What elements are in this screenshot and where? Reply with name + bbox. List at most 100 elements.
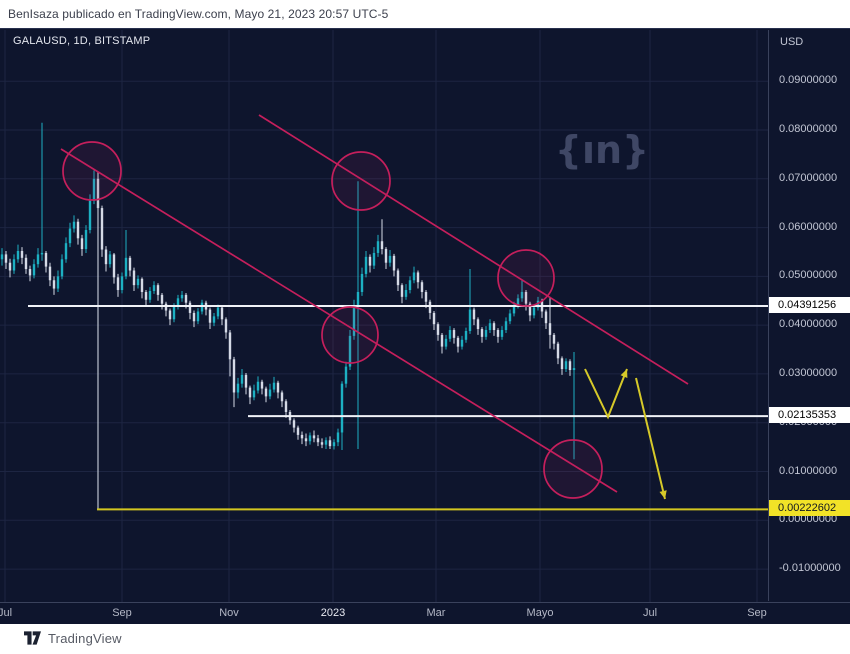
candle-body	[468, 309, 472, 332]
trendline-drawing[interactable]	[258, 114, 689, 385]
time-axis-label: Sep	[747, 607, 767, 619]
candle-body	[12, 259, 16, 271]
trendline-drawing[interactable]	[60, 148, 618, 493]
candle-body	[112, 254, 116, 278]
candle-body	[260, 381, 264, 389]
candle-body	[164, 303, 168, 311]
candle-body	[256, 381, 260, 391]
price-tick-label: 0.09000000	[779, 74, 838, 87]
candle-body	[24, 257, 28, 270]
candle-body	[148, 290, 152, 300]
time-axis-label: Mar	[426, 607, 446, 619]
candle-body	[428, 301, 432, 313]
candle-body	[500, 330, 504, 337]
candle-body	[544, 311, 548, 324]
candle-body	[460, 339, 464, 347]
candle-body	[152, 285, 156, 291]
price-tick-label: 0.07000000	[779, 171, 838, 184]
price-tick-label: 0.06000000	[779, 220, 838, 233]
candle-body	[396, 270, 400, 286]
circle-annotation[interactable]	[321, 306, 379, 364]
candle-body	[376, 241, 380, 253]
candle-body	[72, 221, 76, 229]
candle-body	[416, 272, 420, 283]
candle-body	[512, 305, 516, 314]
attribution-bar: BenIsaza publicado en TradingView.com, M…	[0, 0, 850, 28]
projection-arrow[interactable]	[584, 368, 628, 420]
candle-body	[568, 361, 572, 371]
price-line-label: 0.02135353	[769, 407, 850, 424]
candle-body	[64, 243, 68, 260]
tradingview-logo-icon[interactable]	[24, 631, 41, 645]
candle-body	[80, 238, 84, 250]
circle-annotation[interactable]	[497, 249, 555, 307]
candle-body	[412, 272, 416, 281]
candle-body	[224, 319, 228, 333]
candle-body	[476, 319, 480, 330]
candle-body	[140, 278, 144, 292]
candle-body	[564, 361, 568, 370]
candle-body	[424, 291, 428, 302]
candle-body	[268, 389, 272, 397]
candle-body	[192, 312, 196, 322]
candle-body	[332, 442, 336, 447]
price-axis-currency: USD	[780, 36, 804, 48]
circle-annotation[interactable]	[62, 141, 122, 201]
candle-body	[16, 250, 20, 260]
candle-body	[248, 387, 252, 398]
candle-body	[8, 262, 12, 271]
candle-body	[116, 277, 120, 291]
candle-body	[76, 221, 80, 239]
circle-annotation[interactable]	[543, 439, 603, 499]
price-line-label: 0.00222602	[769, 500, 850, 517]
candle-body	[300, 434, 304, 439]
candle-body	[272, 382, 276, 390]
candle-body	[408, 280, 412, 291]
candle-body	[484, 330, 488, 337]
candle-body	[356, 291, 360, 307]
candle-body	[200, 302, 204, 312]
projection-arrow[interactable]	[635, 377, 666, 500]
candle-body	[340, 383, 344, 433]
candle-body	[336, 432, 340, 443]
candle-body	[216, 307, 220, 317]
candle-body	[92, 178, 96, 201]
candle-body	[380, 241, 384, 250]
candle-body	[504, 321, 508, 331]
candle-body	[496, 330, 500, 337]
candle-body	[236, 383, 240, 393]
price-line-label: 0.04391256	[769, 297, 850, 314]
candle-body	[228, 332, 232, 360]
time-axis[interactable]: Jul Sep Nov 2023 Mar Mayo Jul Sep	[0, 602, 850, 624]
candle-body	[360, 273, 364, 292]
candle-body	[40, 252, 44, 255]
candle-body	[88, 200, 92, 231]
candle-body	[368, 256, 372, 266]
candle-body	[316, 438, 320, 443]
brand-footer: TradingView	[0, 622, 850, 654]
chart-plot-area[interactable]: {ın}	[0, 30, 768, 602]
candle-body	[432, 312, 436, 325]
price-axis[interactable]: USD 0.09000000 0.08000000 0.07000000 0.0600…	[768, 30, 850, 601]
time-axis-label: Sep	[112, 607, 132, 619]
candle-body	[44, 252, 48, 267]
candle-body	[524, 291, 528, 304]
candle-body	[60, 259, 64, 277]
candle-body	[28, 269, 32, 276]
candle-body	[520, 291, 524, 299]
candle-body	[264, 388, 268, 397]
price-tick-label: -0.01000000	[779, 562, 841, 575]
tradingview-brand-link[interactable]: TradingView	[48, 630, 122, 646]
candle-body	[240, 374, 244, 384]
candle-body	[68, 228, 72, 244]
candle-body	[328, 440, 332, 447]
candle-body	[456, 337, 460, 347]
candle-body	[124, 257, 128, 277]
candle-body	[552, 334, 556, 344]
candle-body	[448, 330, 452, 339]
candle-body	[508, 313, 512, 322]
candle-body	[220, 307, 224, 320]
circle-annotation[interactable]	[331, 151, 391, 211]
candle-body	[212, 316, 216, 323]
candle-body	[304, 438, 308, 442]
